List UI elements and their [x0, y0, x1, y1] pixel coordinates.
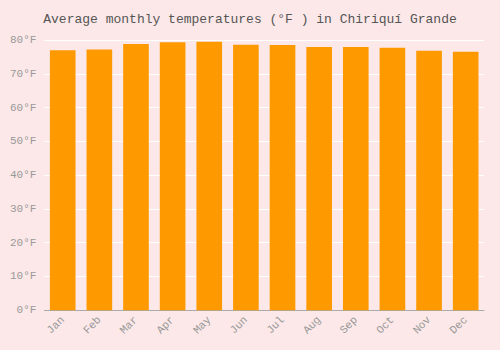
svg-text:Jul: Jul [264, 314, 286, 336]
svg-text:Jan: Jan [44, 314, 66, 336]
svg-text:Jun: Jun [228, 314, 250, 336]
svg-text:Oct: Oct [374, 314, 396, 336]
svg-text:60°F: 60°F [10, 102, 36, 114]
svg-text:70°F: 70°F [10, 68, 36, 80]
svg-text:Average monthly temperatures (: Average monthly temperatures (°F ) in Ch… [43, 12, 456, 27]
svg-text:30°F: 30°F [10, 203, 36, 215]
svg-text:80°F: 80°F [10, 34, 36, 46]
svg-text:10°F: 10°F [10, 270, 36, 282]
svg-text:Dec: Dec [447, 314, 469, 336]
svg-text:May: May [191, 314, 214, 337]
svg-text:Aug: Aug [301, 314, 323, 336]
svg-text:Feb: Feb [81, 314, 103, 336]
svg-text:Apr: Apr [154, 314, 176, 336]
svg-text:20°F: 20°F [10, 237, 36, 249]
svg-text:0°F: 0°F [17, 304, 37, 316]
svg-text:Sep: Sep [338, 314, 360, 336]
svg-text:Nov: Nov [411, 314, 434, 337]
svg-text:40°F: 40°F [10, 169, 36, 181]
svg-text:Mar: Mar [118, 314, 140, 336]
svg-text:50°F: 50°F [10, 135, 36, 147]
